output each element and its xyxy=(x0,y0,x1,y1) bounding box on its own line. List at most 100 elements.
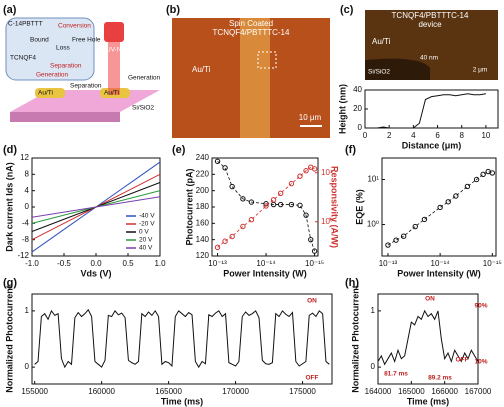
panel-b: Spin Coated TCNQF4/PBTTTC-14 Au/Ti 10 μm… xyxy=(166,4,330,138)
x-tick-label: -0.5 xyxy=(57,259,71,268)
data-point xyxy=(248,199,255,205)
text: 40 nm xyxy=(420,55,438,62)
text: Free Hole xyxy=(72,37,101,44)
y-tick-label: 1 xyxy=(371,306,376,315)
data-point xyxy=(473,176,480,183)
y-tick-label: -12 xyxy=(17,251,29,260)
panel-label: (d) xyxy=(3,144,17,156)
data-point xyxy=(489,170,496,176)
panel-label: (c) xyxy=(340,4,354,16)
data-point xyxy=(303,168,309,174)
data-point xyxy=(303,212,309,218)
zoom-box xyxy=(257,51,277,69)
data-line xyxy=(217,160,315,252)
text: Separation xyxy=(70,83,102,90)
y-tick-label: 200 xyxy=(196,186,210,195)
y-tick-label: 220 xyxy=(196,169,210,178)
x-tick-label: -1.0 xyxy=(25,259,39,268)
legend-label: 0 V xyxy=(139,229,149,236)
text: Au/Ti xyxy=(192,65,211,74)
text: Generation xyxy=(36,72,69,79)
data-point xyxy=(214,158,221,164)
y-tick-label: 0 xyxy=(358,123,363,132)
text: TCNQF4 xyxy=(10,55,36,62)
text: Conversion xyxy=(58,23,91,30)
y-tick-label: 240 xyxy=(196,153,210,162)
y-axis-label: Normalized Photocurrent xyxy=(4,285,14,393)
y-tick-label: 10⁰ xyxy=(367,220,379,229)
text: Bound xyxy=(30,37,49,44)
data-point xyxy=(311,166,318,172)
y-tick-label: 160 xyxy=(196,218,210,227)
text: Generation xyxy=(128,75,161,82)
data-point xyxy=(421,216,428,223)
legend-label: -40 V xyxy=(139,213,155,220)
data-point xyxy=(277,201,284,208)
data-point xyxy=(445,199,451,205)
x-axis-label: Time (ms) xyxy=(161,396,203,406)
text: Au/Ti xyxy=(38,90,53,97)
y-tick-label: 0 xyxy=(25,362,30,371)
x-tick-label: 10⁻¹³ xyxy=(379,259,398,268)
text: Si/SiO2 xyxy=(368,69,390,76)
y-tick-label: 4 xyxy=(25,186,30,195)
data-line xyxy=(31,196,161,218)
y2-tick-label: 10⁰ xyxy=(321,217,333,226)
text: UV-NIR xyxy=(106,47,128,54)
text: C-14PBTTT xyxy=(8,21,43,28)
data-point xyxy=(263,203,269,209)
x-tick-label: 175000 xyxy=(289,387,316,396)
x-tick-label: 155000 xyxy=(21,387,48,396)
y-tick-label: -4 xyxy=(22,218,30,227)
data-line xyxy=(34,308,330,369)
data-line xyxy=(377,309,479,366)
x-tick-label: 10⁻¹⁴ xyxy=(256,259,276,268)
data-point xyxy=(393,237,399,243)
x-tick-label: 164000 xyxy=(365,387,392,396)
data-point xyxy=(297,173,303,179)
plot-frame xyxy=(381,157,497,257)
data-line xyxy=(217,166,315,248)
y2-axis-label: Responsivity (A/W) xyxy=(330,166,340,248)
x-tick-label: 167000 xyxy=(465,387,492,396)
x-tick-label: 2 xyxy=(387,131,392,140)
panel-label: (a) xyxy=(3,4,17,16)
text: 2 μm xyxy=(473,67,488,74)
x-tick-label: 165000 xyxy=(155,387,182,396)
y-tick-label: 1 xyxy=(25,306,30,315)
legend-label: 20 V xyxy=(139,237,153,244)
data-point xyxy=(240,223,246,230)
light-beam xyxy=(108,40,120,95)
light-source xyxy=(104,22,124,42)
data-point xyxy=(288,201,295,208)
y-axis-label: EQE (%) xyxy=(354,189,364,225)
y-tick-label: 0 xyxy=(371,362,376,371)
y-tick-label: 180 xyxy=(196,202,210,211)
text: device xyxy=(418,20,442,29)
x-tick-label: 0 xyxy=(363,131,368,140)
annotation: OFF xyxy=(456,357,469,364)
panel-c-image: TCNQF4/PBTTTC-14 device Au/Ti 40 nm Si/S… xyxy=(365,10,498,80)
x-axis-label: Distance (μm) xyxy=(402,140,462,150)
text: Loss xyxy=(56,45,70,52)
y-tick-label: 12 xyxy=(20,153,29,162)
text: Au/Ti xyxy=(104,90,119,97)
y-axis-label: Normalized Photocurrent xyxy=(350,285,360,393)
annotation: ON xyxy=(425,296,435,303)
x-axis-label: Power Intensity (W) xyxy=(223,268,307,278)
x-tick-label: 0.0 xyxy=(90,259,102,268)
data-point xyxy=(400,233,407,239)
x-tick-label: 166000 xyxy=(431,387,458,396)
plot-frame xyxy=(377,293,479,385)
data-point xyxy=(229,233,235,240)
bubble xyxy=(5,17,95,81)
y-tick-label: 8 xyxy=(25,169,30,178)
electrode xyxy=(35,88,65,98)
data-point xyxy=(229,183,235,190)
legend-label: 40 V xyxy=(139,245,153,252)
x-tick-label: 10⁻¹³ xyxy=(208,259,227,268)
panel-label: (e) xyxy=(172,144,186,156)
y-tick-label: 120 xyxy=(196,251,210,260)
data-point xyxy=(222,165,228,171)
